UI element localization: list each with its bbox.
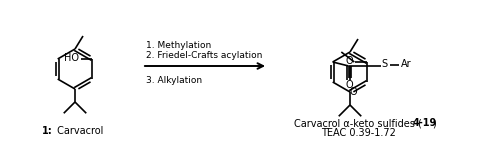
Text: O: O [346,56,354,66]
Text: 4-19: 4-19 [413,118,437,128]
Text: O: O [350,87,358,97]
Text: 1:: 1: [42,126,53,136]
Text: Carvacrol: Carvacrol [54,126,104,136]
Text: TEAC 0.39-1.72: TEAC 0.39-1.72 [320,128,396,138]
Text: 2. Friedel-Crafts acylation: 2. Friedel-Crafts acylation [146,51,262,60]
Text: HO: HO [64,53,80,63]
Text: 3. Alkylation: 3. Alkylation [146,76,202,85]
Text: S: S [382,59,388,69]
Text: O: O [346,80,354,90]
Text: Carvacrol α-keto sulfides (: Carvacrol α-keto sulfides ( [294,118,422,128]
Text: ): ) [432,118,436,128]
Text: Ar: Ar [400,59,411,69]
Text: 1. Methylation: 1. Methylation [146,41,211,50]
